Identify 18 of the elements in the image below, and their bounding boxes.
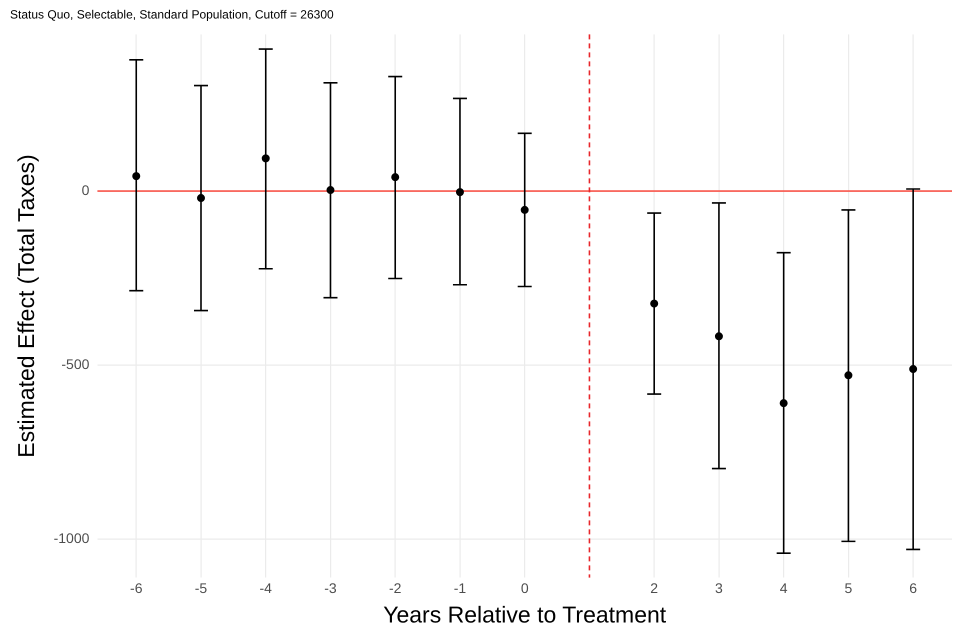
chart-title: Status Quo, Selectable, Standard Population, Cutoff = 26300	[10, 8, 334, 22]
x-tick-label: -5	[194, 580, 208, 596]
y-tick-label: -500	[61, 356, 90, 372]
x-tick-label: 5	[844, 580, 853, 596]
x-tick-label: 0	[520, 580, 529, 596]
x-tick-label: -1	[454, 580, 466, 596]
x-tick-label: 6	[909, 580, 918, 596]
x-tick-label: -2	[388, 580, 402, 596]
x-tick-label: 4	[780, 580, 788, 596]
x-axis-title: Years Relative to Treatment	[383, 602, 667, 628]
y-axis-title: Estimated Effect (Total Taxes)	[13, 154, 40, 458]
y-tick-label: -1000	[54, 530, 90, 546]
y-tick-label: 0	[82, 182, 90, 198]
x-tick-label: -4	[260, 580, 272, 596]
x-tick-label: -3	[324, 580, 337, 596]
x-tick-label: -6	[130, 580, 143, 596]
x-tick-label: 2	[650, 580, 658, 596]
x-tick-label: 3	[715, 580, 724, 596]
